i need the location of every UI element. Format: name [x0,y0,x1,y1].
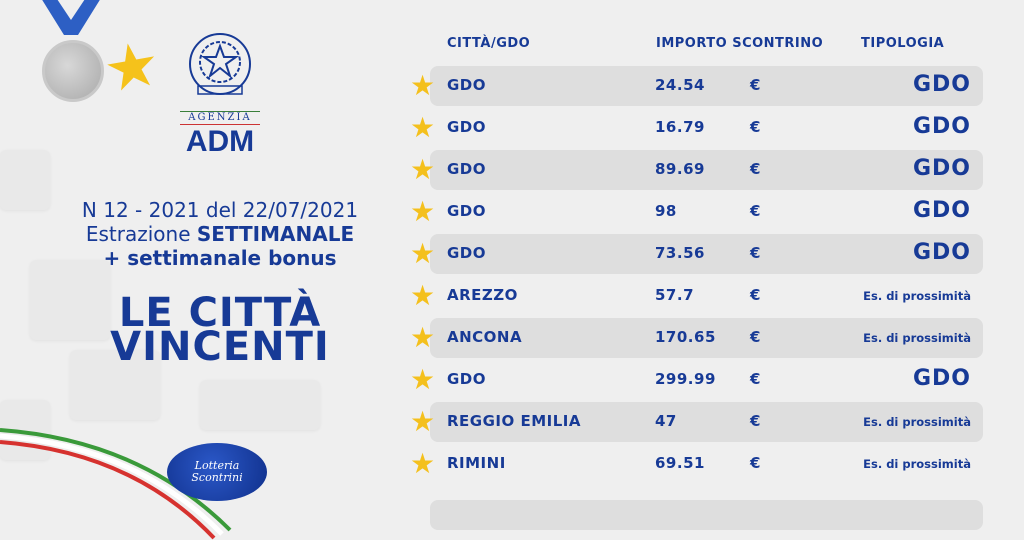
table-row: ★ GDO 299.99 € GDO [410,360,983,400]
type-cell: Es. di prossimità [863,415,971,429]
amount-cell: 24.54 [655,76,705,94]
table-row: ★ REGGIO EMILIA 47 € Es. di prossimità [410,402,983,442]
amount-cell: 47 [655,412,677,430]
currency-cell: € [750,412,761,430]
type-cell: GDO [912,156,971,181]
type-cell: GDO [912,72,971,97]
table-row: ★ GDO 16.79 € GDO [410,108,983,148]
table-row: ★ GDO 98 € GDO [410,192,983,232]
city-cell: GDO [447,160,487,178]
city-cell: GDO [447,118,487,136]
type-cell: GDO [912,114,971,139]
currency-cell: € [750,370,761,388]
table-row: ★ RIMINI 69.51 € Es. di prossimità [410,444,983,484]
bg-square [70,350,160,420]
city-cell: GDO [447,244,487,262]
amount-cell: 57.7 [655,286,695,304]
amount-cell: 299.99 [655,370,716,388]
currency-cell: € [750,160,761,178]
type-cell: GDO [912,198,971,223]
medal-icon [42,40,104,102]
amount-cell: 89.69 [655,160,705,178]
table-row: ★ GDO 73.56 € GDO [410,234,983,274]
table-row: ★ GDO 24.54 € GDO [410,66,983,106]
city-cell: REGGIO EMILIA [447,412,581,430]
page-title-line1: LE CITTÀ [118,290,322,336]
currency-cell: € [750,76,761,94]
lotteria-scontrini-logo: Lotteria Scontrini [167,443,267,501]
table-row: ★ AREZZO 57.7 € Es. di prossimità [410,276,983,316]
type-cell: GDO [912,366,971,391]
italian-emblem-icon [189,33,251,95]
agency-logo-text: ADM [185,125,255,158]
draw-number: N 12 - 2021 del 22/07/2021 [81,198,359,222]
star-icon: ★ [410,279,436,312]
star-icon: ★ [410,405,436,438]
star-icon: ★ [410,237,436,270]
bg-square [30,260,110,340]
star-icon: ★ [97,25,166,108]
type-cell: Es. di prossimità [863,331,971,345]
city-cell: GDO [447,202,487,220]
column-header-city: CITTÀ/GDO [447,36,531,51]
star-icon: ★ [410,321,436,354]
bg-square [0,150,50,210]
table-row: ★ ANCONA 170.65 € Es. di prossimità [410,318,983,358]
bonus-line: + settimanale bonus [103,246,337,270]
currency-cell: € [750,202,761,220]
star-icon: ★ [410,363,436,396]
amount-cell: 73.56 [655,244,705,262]
currency-cell: € [750,118,761,136]
amount-cell: 16.79 [655,118,705,136]
bg-square [200,380,320,430]
type-cell: GDO [912,240,971,265]
extraction-prefix: Estrazione [85,222,197,246]
currency-cell: € [750,454,761,472]
medal-ribbon-icon [42,0,100,35]
city-cell: GDO [447,370,487,388]
star-icon: ★ [410,69,436,102]
extraction-line: Estrazione SETTIMANALE [40,222,400,246]
city-cell: AREZZO [447,286,518,304]
type-cell: Es. di prossimità [863,289,971,303]
amount-cell: 170.65 [655,328,716,346]
page-title-line2: VINCENTI [110,324,330,370]
currency-cell: € [750,286,761,304]
column-header-type: TIPOLOGIA [861,36,945,51]
agency-label: AGENZIA [180,111,260,125]
amount-cell: 69.51 [655,454,705,472]
city-cell: ANCONA [447,328,523,346]
star-icon: ★ [410,111,436,144]
star-icon: ★ [410,447,436,480]
currency-cell: € [750,328,761,346]
star-icon: ★ [410,153,436,186]
extraction-type: SETTIMANALE [196,222,355,246]
left-panel: ★ AGENZIA ADM N 12 - 2021 del 22/07/2021… [0,0,410,540]
star-icon: ★ [410,195,436,228]
table-row: ★ GDO 89.69 € GDO [410,150,983,190]
logo-line2: Scontrini [191,471,243,484]
logo-line1: Lotteria [194,459,240,472]
city-cell: RIMINI [447,454,506,472]
amount-cell: 98 [655,202,677,220]
currency-cell: € [750,244,761,262]
type-cell: Es. di prossimità [863,457,971,471]
city-cell: GDO [447,76,487,94]
table-row-partial [430,500,983,530]
column-header-amount: IMPORTO SCONTRINO [656,36,824,51]
